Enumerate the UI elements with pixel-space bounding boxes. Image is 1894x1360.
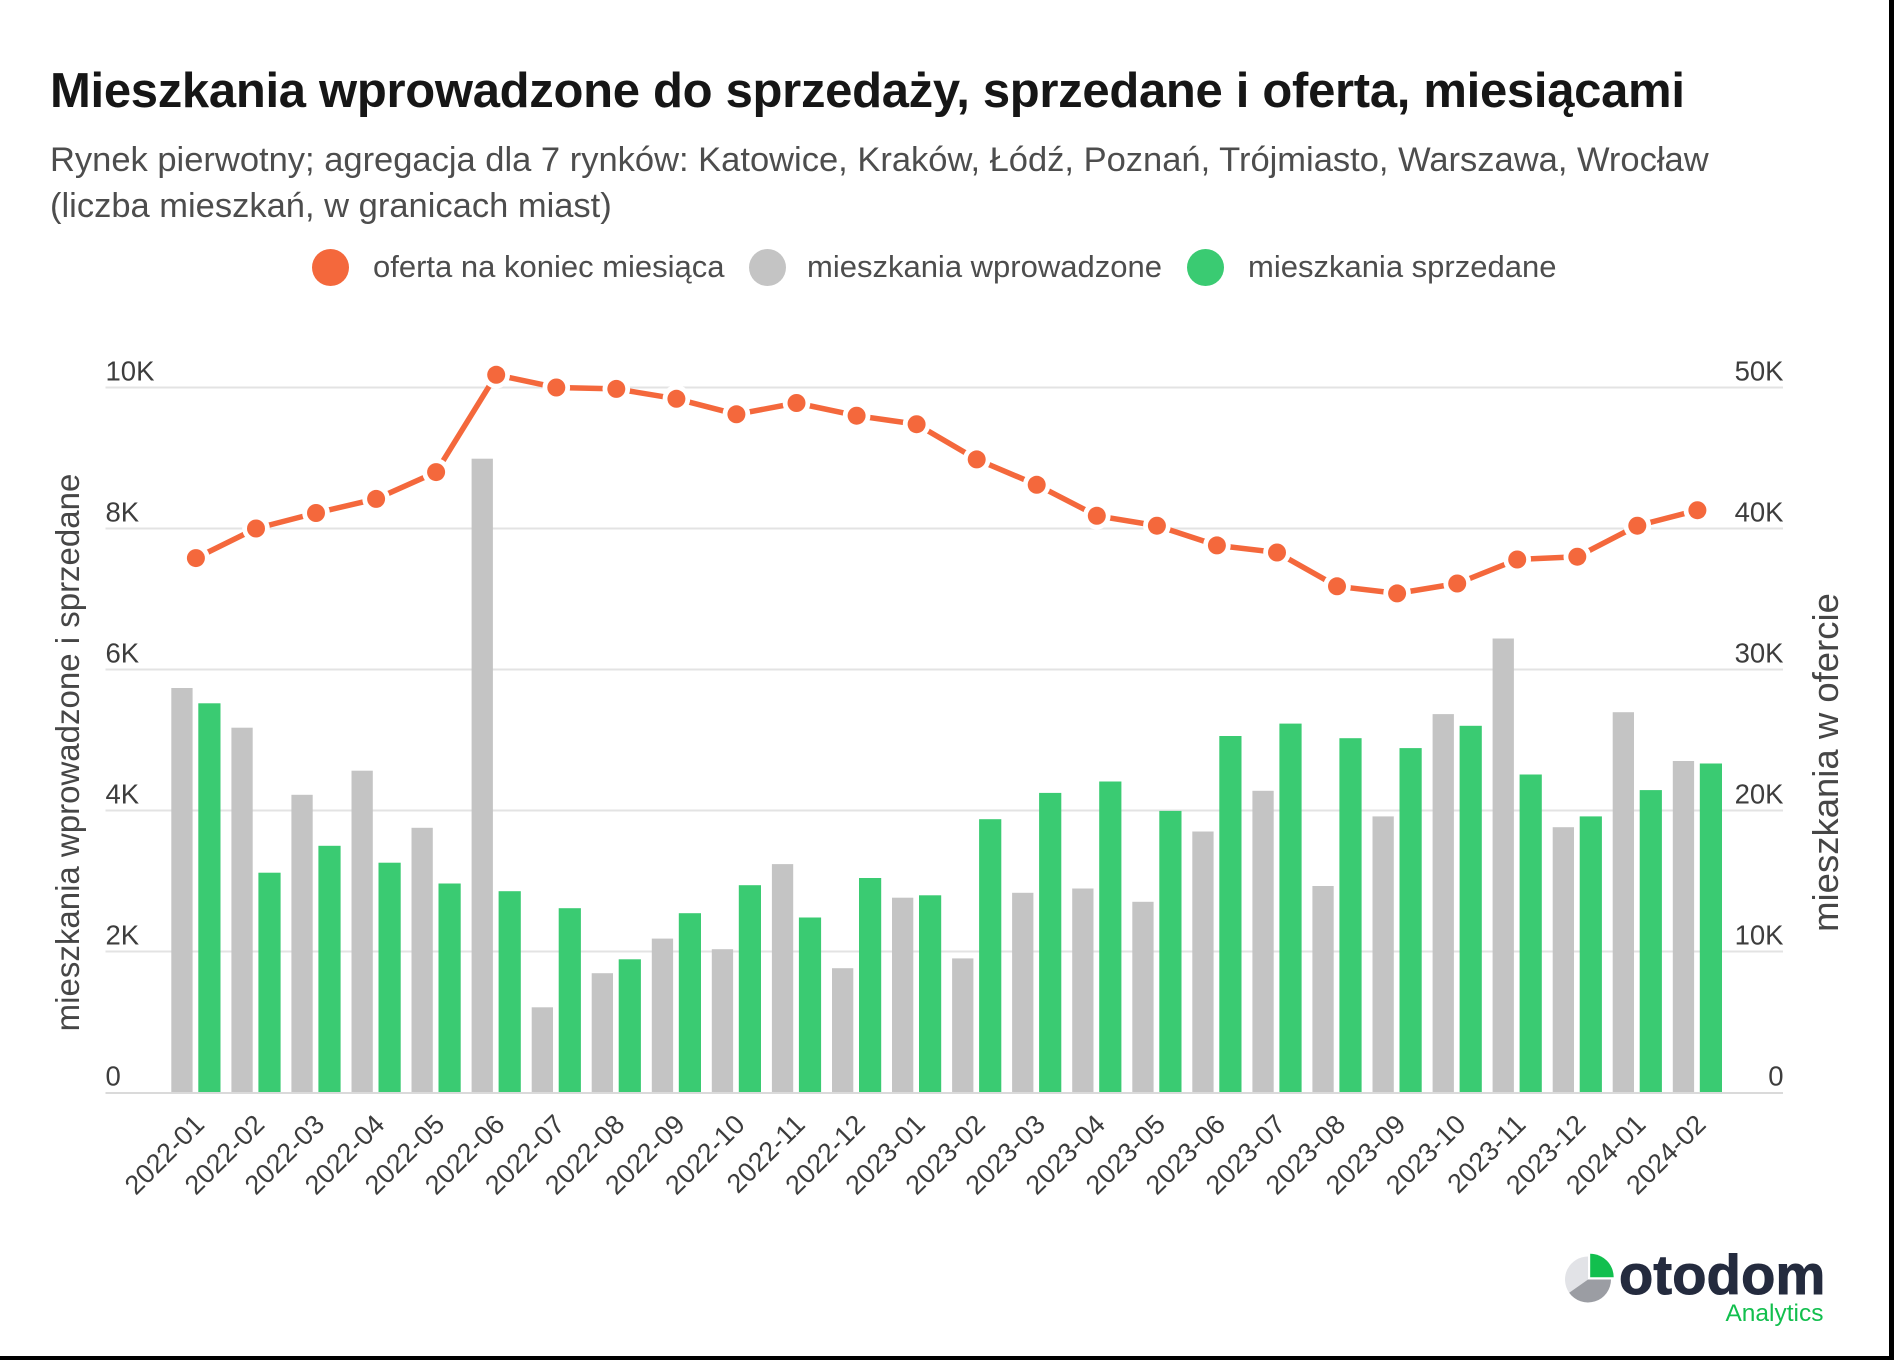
svg-text:10K: 10K [1735,920,1785,951]
svg-text:2K: 2K [106,920,140,951]
svg-text:4K: 4K [106,779,140,810]
svg-text:30K: 30K [1735,638,1785,669]
svg-text:0: 0 [1768,1061,1783,1092]
svg-text:6K: 6K [106,638,140,669]
svg-text:mieszkania wprowadzone i sprze: mieszkania wprowadzone i sprzedane [49,474,86,1032]
svg-text:Analytics: Analytics [1725,1300,1823,1327]
svg-text:10K: 10K [106,356,156,387]
svg-text:otodom: otodom [1619,1243,1825,1306]
svg-text:50K: 50K [1735,356,1785,387]
svg-text:mieszkania w ofercie: mieszkania w ofercie [1805,593,1846,932]
svg-text:8K: 8K [106,497,140,528]
svg-text:40K: 40K [1735,497,1785,528]
svg-text:20K: 20K [1735,779,1785,810]
svg-text:0: 0 [106,1061,121,1092]
